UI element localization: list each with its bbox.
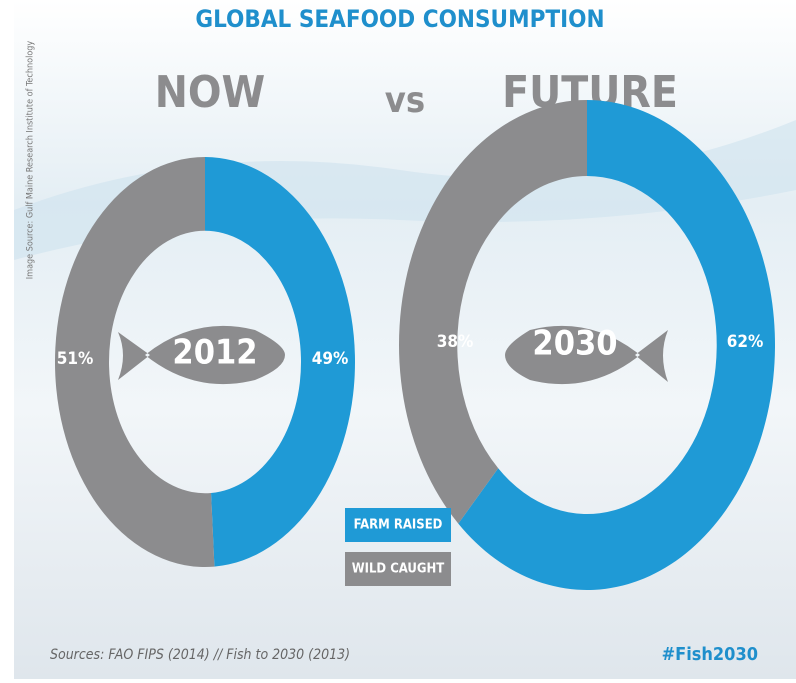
value-label: 49% xyxy=(312,349,349,369)
sources: Sources: FAO FIPS (2014) // Fish to 2030… xyxy=(50,647,350,663)
infographic: GLOBAL SEAFOOD CONSUMPTION NOW vs FUTURE… xyxy=(0,0,796,679)
side-note: Image Source: Gulf Maine Research Instit… xyxy=(26,41,36,280)
center-year: 2012 xyxy=(172,333,257,373)
legend-label: WILD CAUGHT xyxy=(352,562,445,577)
value-label: 62% xyxy=(727,332,764,352)
legend-label: FARM RAISED xyxy=(354,518,443,533)
heading-now: NOW xyxy=(155,67,265,118)
value-label: 51% xyxy=(57,349,94,369)
center-year: 2030 xyxy=(532,324,617,364)
value-label: 38% xyxy=(437,332,474,352)
hashtag: #Fish2030 xyxy=(662,644,758,665)
title: GLOBAL SEAFOOD CONSUMPTION xyxy=(195,5,604,33)
heading-vs: vs xyxy=(385,80,425,121)
